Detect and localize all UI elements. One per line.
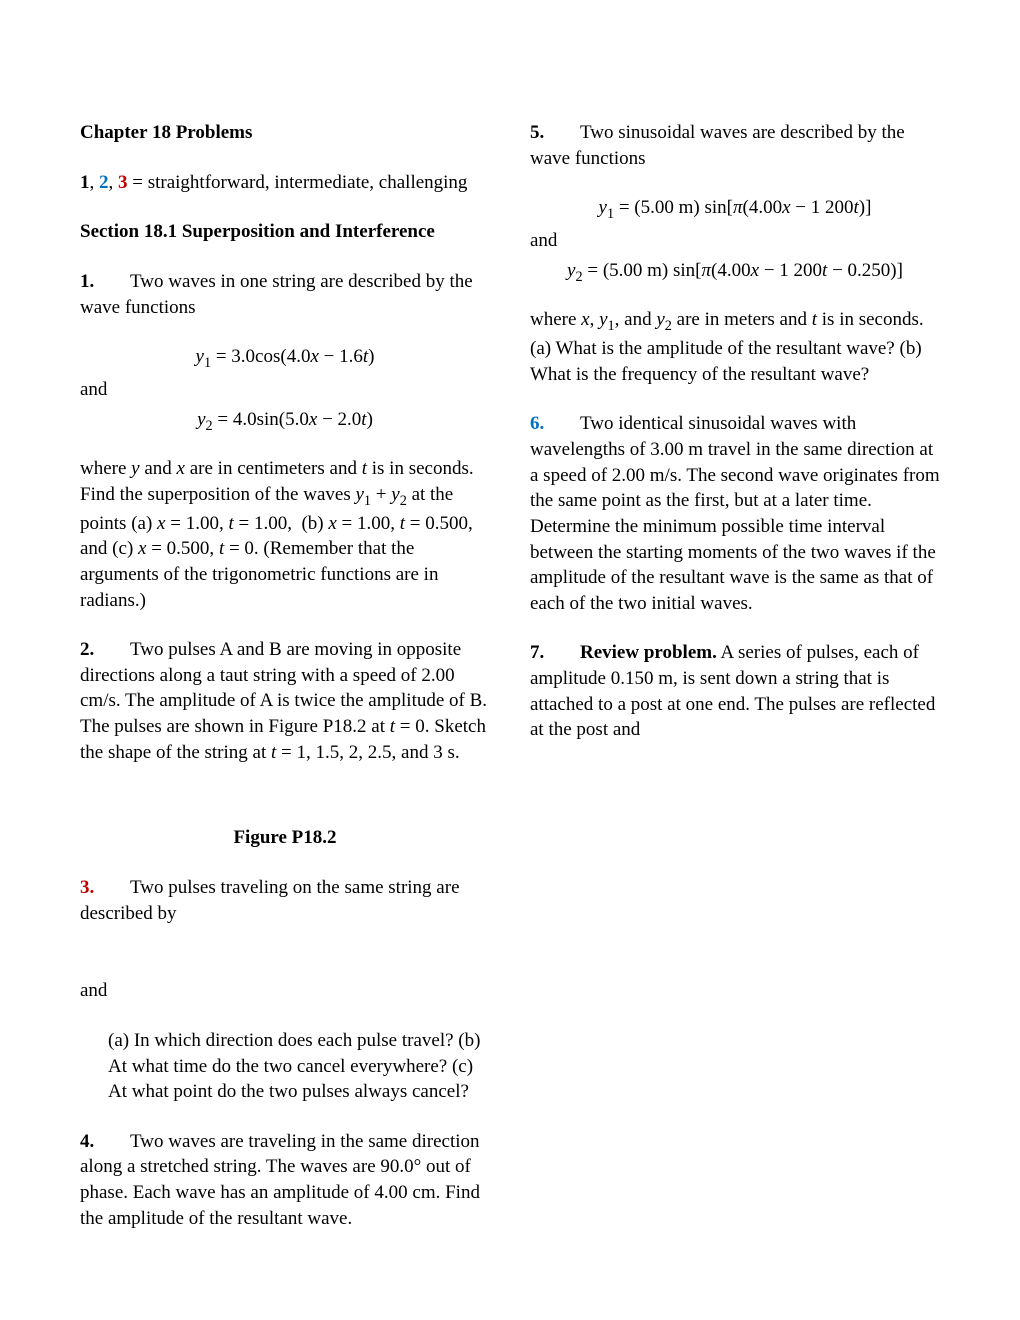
legend-1: 1 <box>80 172 90 193</box>
problem-4-number: 4. <box>80 1129 130 1155</box>
problem-5-eq2: y2 = (5.00 m) sin[π(4.00x − 1 200t − 0.2… <box>530 258 940 287</box>
figure-caption: Figure P18.2 <box>80 825 490 851</box>
problem-4: 4.Two waves are traveling in the same di… <box>80 1129 490 1232</box>
problem-3-sub: (a) In which direction does each pulse t… <box>80 1028 490 1105</box>
problem-3-blank <box>80 950 490 978</box>
problem-1-lead: 1.Two waves in one string are described … <box>80 269 490 320</box>
section-heading: Section 18.1 Superposition and Interfere… <box>80 219 490 245</box>
problem-6-number: 6. <box>530 411 580 437</box>
problem-5-and: and <box>530 228 940 254</box>
legend-3: 3 <box>118 172 128 193</box>
legend-2: 2 <box>99 172 109 193</box>
problem-1-and: and <box>80 377 490 403</box>
problem-3-and: and <box>80 978 490 1004</box>
problem-3-lead: 3.Two pulses traveling on the same strin… <box>80 875 490 926</box>
problem-7: 7.Review problem. A series of pulses, ea… <box>530 640 940 743</box>
problem-6: 6.Two identical sinusoidal waves with wa… <box>530 411 940 616</box>
problem-3-number: 3. <box>80 875 130 901</box>
page-content: Chapter 18 Problems 1, 2, 3 = straightfo… <box>0 0 1020 1320</box>
problem-1-eq2: y2 = 4.0sin(5.0x − 2.0t) <box>80 407 490 436</box>
problem-5-lead-text: Two sinusoidal waves are described by th… <box>530 122 905 169</box>
problem-1-eq1: y1 = 3.0cos(4.0x − 1.6t) <box>80 344 490 373</box>
problem-1-number: 1. <box>80 269 130 295</box>
problem-3-lead-text: Two pulses traveling on the same string … <box>80 877 460 924</box>
problem-2-number: 2. <box>80 637 130 663</box>
problem-5-body: where x, y1, and y2 are in meters and t … <box>530 307 940 387</box>
problem-5-eq1: y1 = (5.00 m) sin[π(4.00x − 1 200t)] <box>530 195 940 224</box>
problem-6-body: Two identical sinusoidal waves with wave… <box>530 413 940 613</box>
problem-4-body: Two waves are traveling in the same dire… <box>80 1131 480 1229</box>
difficulty-legend: 1, 2, 3 = straightforward, intermediate,… <box>80 170 490 196</box>
problem-5-number: 5. <box>530 120 580 146</box>
chapter-heading: Chapter 18 Problems <box>80 120 490 146</box>
problem-7-lead: Review problem. <box>580 642 717 663</box>
problem-7-number: 7. <box>530 640 580 666</box>
problem-2: 2.Two pulses A and B are moving in oppos… <box>80 637 490 765</box>
problem-5-lead: 5.Two sinusoidal waves are described by … <box>530 120 940 171</box>
problem-1-lead-text: Two waves in one string are described by… <box>80 271 473 318</box>
problem-1-body: where y and x are in centimeters and t i… <box>80 456 490 613</box>
legend-rest: = straightforward, intermediate, challen… <box>128 172 468 193</box>
